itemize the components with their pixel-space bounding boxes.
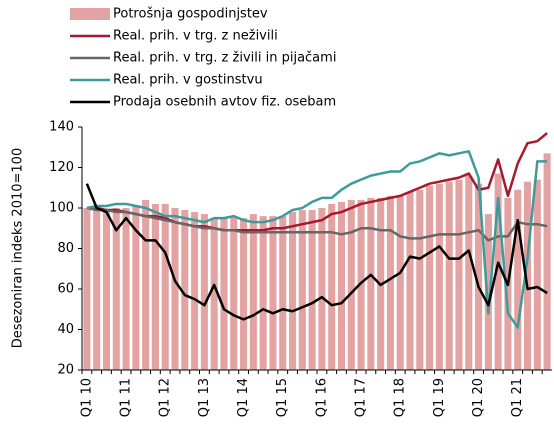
x-tick-label: Q1 21 xyxy=(510,378,525,417)
bar xyxy=(308,210,316,370)
bar xyxy=(83,208,91,370)
bar xyxy=(494,173,502,370)
x-tick-label: Q1 18 xyxy=(393,378,408,417)
bar xyxy=(298,210,306,370)
y-tick-label: 100 xyxy=(49,201,74,216)
bar xyxy=(269,216,277,370)
legend-label: Prodaja osebnih avtov fiz. osebam xyxy=(113,95,336,110)
x-tick-label: Q1 16 xyxy=(314,378,329,417)
x-tick-label: Q1 11 xyxy=(119,378,134,417)
bar xyxy=(142,199,150,370)
x-tick-label: Q1 15 xyxy=(275,378,290,417)
y-tick-label: 80 xyxy=(57,241,74,256)
bar xyxy=(288,212,297,370)
bar xyxy=(367,197,375,370)
legend-label: Real. prih. v trg. z neživili xyxy=(113,29,278,44)
bar xyxy=(210,218,218,370)
y-axis-label: Desezoniran indeks 2010=100 xyxy=(11,148,26,348)
bar xyxy=(230,216,238,370)
bar xyxy=(93,208,101,370)
bar xyxy=(543,153,551,370)
line xyxy=(86,150,548,329)
y-tick-label: 40 xyxy=(57,322,74,337)
y-tick-label: 140 xyxy=(49,120,74,135)
bar xyxy=(426,185,434,370)
bar xyxy=(406,191,414,370)
x-tick-label: Q1 20 xyxy=(471,378,486,417)
bar xyxy=(386,195,394,370)
legend-label: Potrošnja gospodinjstev xyxy=(113,7,268,22)
bar xyxy=(533,179,541,370)
bar xyxy=(337,201,346,370)
legend-label: Real. prih. v trg. z živili in pijačami xyxy=(113,51,336,66)
bar xyxy=(347,199,355,370)
x-tick-label: Q1 12 xyxy=(158,378,173,417)
bar xyxy=(161,203,169,370)
bar xyxy=(514,189,522,370)
x-tick-label: Q1 10 xyxy=(79,378,94,417)
bar xyxy=(259,216,267,370)
x-tick-label: Q1 13 xyxy=(197,378,212,417)
bar xyxy=(523,181,532,370)
bar xyxy=(357,199,365,370)
y-tick-label: 120 xyxy=(49,160,74,175)
bar xyxy=(318,208,326,370)
bar xyxy=(220,218,228,370)
bar xyxy=(191,212,199,370)
bar xyxy=(328,203,336,370)
bar xyxy=(465,175,473,370)
bar xyxy=(279,216,287,370)
x-tick-label: Q1 17 xyxy=(354,378,369,417)
bar xyxy=(181,210,189,370)
x-tick-label: Q1 19 xyxy=(432,378,447,417)
bar xyxy=(455,179,463,370)
legend-label: Real. prih. v gostinstvu xyxy=(113,73,263,88)
line xyxy=(86,206,548,242)
bar xyxy=(240,218,248,370)
bar xyxy=(132,205,140,370)
x-tick-label: Q1 14 xyxy=(236,378,251,417)
bar xyxy=(475,183,483,370)
y-tick-label: 60 xyxy=(57,282,74,297)
legend-swatch xyxy=(70,8,110,20)
bar xyxy=(151,203,159,370)
bar xyxy=(112,208,120,370)
line xyxy=(86,132,548,232)
bar xyxy=(484,214,492,370)
bar xyxy=(200,214,208,370)
bar xyxy=(122,208,130,370)
y-tick-label: 20 xyxy=(57,363,74,378)
bar xyxy=(445,181,453,370)
bar xyxy=(249,214,257,370)
bar xyxy=(396,195,404,370)
bar xyxy=(171,208,179,370)
bar xyxy=(416,189,424,370)
bar xyxy=(435,183,443,370)
bar xyxy=(102,210,111,370)
line xyxy=(85,183,548,321)
